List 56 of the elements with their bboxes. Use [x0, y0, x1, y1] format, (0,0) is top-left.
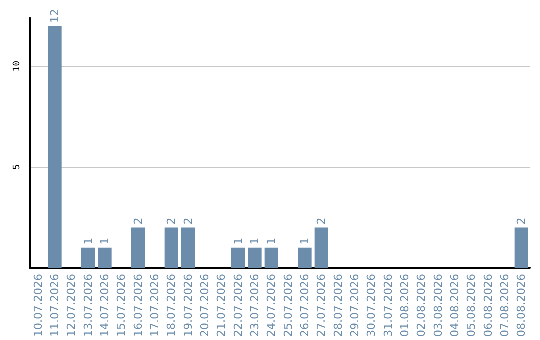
data-label: 1: [298, 238, 312, 245]
bar: [314, 228, 328, 268]
data-label: 2: [515, 218, 528, 225]
x-tick-label: 12.07.2026: [65, 274, 78, 338]
x-tick-label: 27.07.2026: [315, 274, 328, 338]
data-label: 1: [98, 238, 112, 245]
bar: [82, 248, 96, 268]
x-tick-label: 06.08.2026: [482, 274, 495, 338]
x-tick-label: 31.07.2026: [382, 274, 395, 338]
data-label: 2: [315, 218, 328, 225]
data-label: 1: [232, 238, 245, 245]
data-label: 2: [165, 218, 178, 225]
data-label: 12: [48, 9, 62, 24]
x-tick-label: 24.07.2026: [265, 274, 278, 338]
x-tick-label: 07.08.2026: [498, 274, 512, 338]
data-label: 2: [182, 218, 195, 225]
x-tick-label: 03.08.2026: [432, 274, 445, 338]
x-tick-label: 04.08.2026: [448, 274, 462, 338]
x-tick-label: 22.07.2026: [232, 274, 245, 338]
x-tick-label: 26.07.2026: [298, 274, 312, 338]
x-tick-label: 14.07.2026: [98, 274, 112, 338]
bar: [164, 228, 178, 268]
x-tick-label: 11.07.2026: [48, 274, 62, 338]
bar: [248, 248, 262, 268]
data-label: 1: [265, 238, 278, 245]
data-label: 1: [248, 238, 262, 245]
x-tick-label: 21.07.2026: [215, 274, 228, 338]
y-tick-label: 10: [12, 60, 22, 72]
x-tick-label: 25.07.2026: [282, 274, 295, 338]
x-tick-label: 18.07.2026: [165, 274, 178, 338]
data-label: 2: [132, 218, 145, 225]
bar: [182, 228, 196, 268]
x-tick-label: 05.08.2026: [465, 274, 478, 338]
bar: [514, 228, 528, 268]
x-tick-label: 30.07.2026: [365, 274, 378, 338]
x-tick-label: 29.07.2026: [348, 274, 362, 338]
bar: [298, 248, 312, 268]
bar: [98, 248, 112, 268]
bar: [264, 248, 278, 268]
x-tick-label: 19.07.2026: [182, 274, 195, 338]
x-tick-label: 08.08.2026: [515, 274, 528, 338]
x-tick-label: 13.07.2026: [82, 274, 95, 338]
x-tick-label: 23.07.2026: [248, 274, 262, 338]
x-tick-label: 28.07.2026: [332, 274, 345, 338]
x-tick-label: 01.08.2026: [398, 274, 412, 338]
x-tick-label: 15.07.2026: [115, 274, 128, 338]
bar: [232, 248, 246, 268]
bar: [132, 228, 146, 268]
x-tick-label: 16.07.2026: [132, 274, 145, 338]
x-tick-label: 10.07.2026: [32, 274, 45, 338]
bar: [48, 26, 62, 268]
x-tick-label: 20.07.2026: [198, 274, 212, 338]
y-tick-label: 5: [12, 164, 22, 170]
data-label: 1: [82, 238, 95, 245]
x-tick-label: 02.08.2026: [415, 274, 428, 338]
x-tick-label: 17.07.2026: [148, 274, 162, 338]
